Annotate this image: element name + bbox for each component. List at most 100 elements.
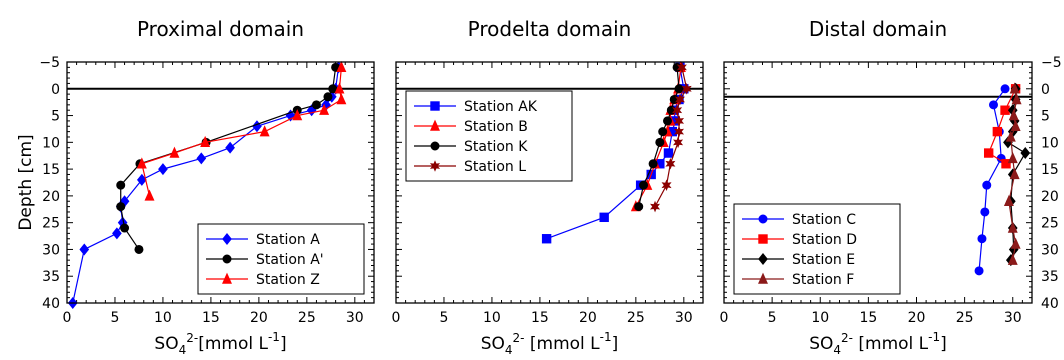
x-axis-label-part: [mmol L — [853, 334, 929, 354]
data-point — [977, 234, 987, 244]
y-tick-label: 5 — [1041, 109, 1050, 125]
data-point — [658, 127, 668, 137]
y-tick-label: 0 — [51, 82, 60, 98]
y-tick-label: 10 — [1041, 135, 1059, 151]
data-point — [1001, 159, 1011, 169]
data-point — [116, 202, 126, 212]
x-axis-label: SO42-[mmol L-1] — [154, 330, 286, 357]
data-point — [673, 136, 684, 149]
x-axis-label-part: 2- — [513, 331, 525, 345]
x-tick-label: 30 — [675, 310, 693, 326]
chart-title: Prodelta domain — [468, 17, 632, 41]
data-point — [1008, 109, 1019, 121]
chart-panel-2: 0 5 10 15 20 25 30 −5 0 5 10 15 20 25 30 35 40 Distal dom… — [720, 17, 1062, 357]
data-point — [200, 135, 211, 148]
data-point — [1011, 93, 1022, 105]
y-tick-label: 5 — [51, 109, 60, 125]
chart-title: Proximal domain — [137, 17, 304, 41]
x-tick-label: 25 — [956, 310, 974, 326]
y-tick-label: −5 — [39, 55, 60, 71]
data-point — [292, 109, 303, 121]
x-axis-label-part: SO — [481, 334, 505, 354]
data-point — [1009, 82, 1020, 94]
x-axis-label-part: SO — [154, 334, 178, 354]
data-point — [650, 200, 661, 213]
data-point — [980, 207, 990, 217]
data-point — [1007, 253, 1018, 265]
data-point — [666, 105, 676, 115]
y-tick-label: 20 — [42, 189, 60, 205]
data-point — [663, 116, 673, 126]
data-point — [319, 103, 330, 115]
x-tick-label: 30 — [1004, 310, 1022, 326]
data-point — [639, 180, 649, 190]
data-point — [665, 157, 676, 170]
x-tick-label: 5 — [440, 310, 449, 326]
data-point — [334, 82, 345, 94]
x-axis-label-part: 4 — [179, 343, 187, 357]
data-point — [674, 93, 685, 106]
data-point — [112, 227, 122, 240]
data-point — [116, 180, 126, 190]
y-axis-label: Depth [cm] — [16, 134, 36, 230]
data-point — [674, 125, 685, 138]
x-axis-label-part: SO — [809, 334, 833, 354]
chart-panel-0: 0 5 10 15 20 25 30 −5 0 5 10 15 20 25 30 35 40 Proximal d… — [16, 17, 375, 357]
y-tick-label: 10 — [42, 135, 60, 151]
legend-marker — [758, 214, 768, 224]
data-point — [336, 60, 347, 73]
x-axis-label-part: -1 — [928, 330, 940, 344]
data-point — [1007, 151, 1018, 164]
legend-marker — [758, 234, 768, 244]
data-point — [674, 84, 684, 94]
y-tick-label: 40 — [1041, 296, 1059, 312]
data-point — [336, 93, 347, 105]
data-point — [1005, 130, 1016, 142]
data-point — [311, 100, 321, 110]
x-tick-label: 15 — [531, 310, 549, 326]
plot-frame — [395, 61, 704, 304]
data-point — [982, 180, 992, 190]
x-tick-label: 20 — [250, 310, 268, 326]
x-tick-label: 25 — [298, 310, 316, 326]
x-tick-label: 15 — [859, 310, 877, 326]
legend-label: Station C — [792, 212, 856, 228]
x-axis-label: SO42- [mmol L-1] — [481, 330, 619, 357]
y-tick-label: 30 — [42, 242, 60, 258]
legend-label: Station B — [464, 119, 528, 135]
y-tick-label: 35 — [1041, 269, 1059, 285]
data-point — [196, 152, 207, 165]
data-point — [992, 126, 1003, 137]
data-point — [669, 94, 679, 104]
chart-panel-1: 0 5 10 15 20 25 30 Prodelta domain SO42- [mmol L… — [392, 17, 704, 357]
data-point — [79, 243, 90, 256]
data-point — [541, 234, 552, 244]
x-axis-label-part: ] — [280, 334, 287, 354]
legend-marker — [430, 101, 440, 111]
x-tick-label: 0 — [63, 310, 72, 326]
legend-label: Station L — [464, 159, 526, 175]
legend-label: Station D — [792, 232, 857, 248]
data-point — [144, 189, 155, 201]
x-axis-label-part: 4 — [833, 343, 841, 357]
legend-marker — [430, 119, 440, 131]
x-axis-label-part: ] — [612, 334, 619, 354]
data-point — [323, 92, 333, 102]
x-axis-label-part: -1 — [268, 330, 280, 344]
series-line-Station C — [978, 88, 1006, 271]
x-axis-label-part: [mmol L — [525, 334, 601, 354]
legend: Station C Station D Station E Station F — [733, 203, 901, 295]
legend-marker — [758, 253, 768, 265]
legend-label: Station A' — [256, 252, 324, 268]
data-point — [1009, 168, 1020, 180]
legend: Station AK Station B Station K Station L — [405, 90, 573, 182]
data-point — [120, 223, 130, 233]
x-axis-label-part: 4 — [505, 343, 513, 357]
data-point — [634, 202, 644, 212]
data-point — [599, 212, 609, 223]
x-axis-label-part: 2- — [186, 331, 198, 345]
x-axis-label-part: -1 — [600, 330, 612, 344]
x-axis-label-part: 2- — [841, 331, 853, 345]
y-tick-label: 25 — [42, 216, 60, 232]
